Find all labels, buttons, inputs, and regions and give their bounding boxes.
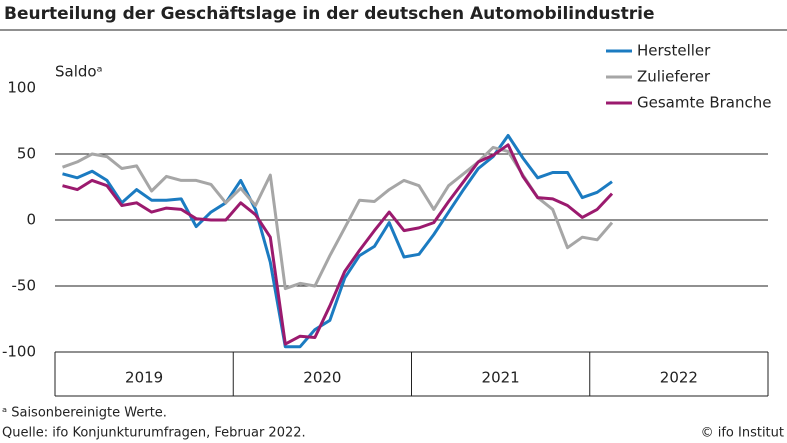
x-tick-label: 2022 (660, 369, 698, 387)
source: Quelle: ifo Konjunkturumfragen, Februar … (2, 426, 306, 441)
legend-label: Zulieferer (637, 68, 711, 86)
line-series (62, 134, 613, 349)
copyright: © ifo Institut (701, 426, 784, 441)
y-tick-label: 50 (17, 145, 36, 163)
y-axis-label: Saldoᵃ (55, 63, 102, 81)
legend-label: Hersteller (637, 42, 711, 60)
footnote: ᵃ Saisonbereinigte Werte. (2, 406, 167, 421)
chart-title: Beurteilung der Geschäftslage in der deu… (4, 4, 654, 24)
y-tick-label: -50 (12, 277, 37, 295)
y-tick-label: 0 (26, 211, 36, 229)
line-series (62, 143, 614, 346)
y-tick-label: 100 (7, 79, 36, 97)
x-tick-label: 2021 (482, 369, 520, 387)
x-tick-label: 2020 (303, 369, 341, 387)
x-tick-label: 2019 (125, 369, 163, 387)
legend-label: Gesamte Branche (637, 94, 772, 112)
y-tick-label: -100 (2, 343, 36, 361)
